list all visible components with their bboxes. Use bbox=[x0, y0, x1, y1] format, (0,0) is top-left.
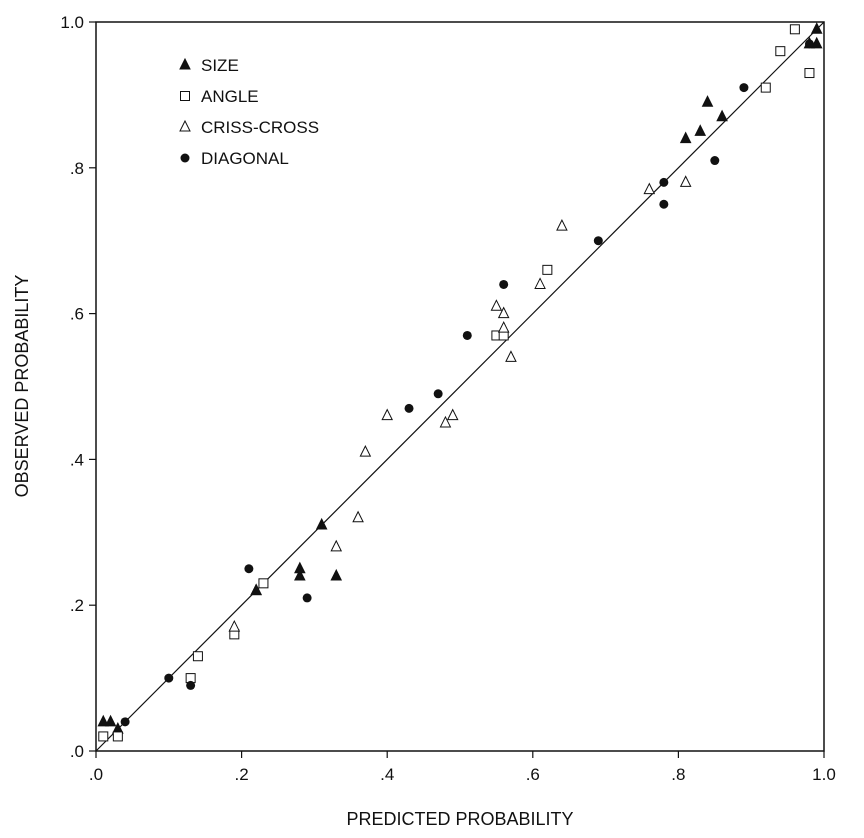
diagonal-point bbox=[244, 564, 254, 574]
size-point bbox=[810, 36, 823, 49]
criss-cross-point bbox=[556, 219, 568, 231]
size-point bbox=[810, 22, 823, 34]
criss-cross-point bbox=[490, 299, 503, 311]
diagonal-point bbox=[739, 83, 749, 93]
x-axis-title: PREDICTED PROBABILITY bbox=[346, 809, 573, 829]
criss-cross-point bbox=[643, 182, 656, 195]
angle-point bbox=[192, 651, 203, 662]
diagonal-point bbox=[462, 330, 472, 340]
criss-cross-point bbox=[679, 175, 692, 187]
legend-criss-cross-label: CRISS-CROSS bbox=[201, 118, 319, 137]
diagonal-point bbox=[659, 199, 669, 209]
angle-point bbox=[112, 731, 123, 742]
x-axis-ticks: .0 .2 .4 .6 .8 1.0 bbox=[89, 751, 836, 784]
legend-angle-marker bbox=[180, 91, 190, 101]
diagonal-point bbox=[710, 156, 720, 166]
size-point bbox=[97, 714, 110, 727]
plot-frame bbox=[95, 21, 825, 752]
diagonal-point bbox=[164, 673, 174, 683]
size-point bbox=[716, 109, 728, 122]
y-tick-label: .2 bbox=[70, 596, 84, 615]
reference-line-y-equals-x bbox=[95, 21, 825, 752]
size-point bbox=[679, 131, 692, 144]
y-tick-label: 1.0 bbox=[60, 13, 84, 32]
size-point bbox=[694, 124, 707, 136]
criss-cross-point bbox=[446, 408, 459, 421]
criss-cross-point bbox=[330, 539, 343, 552]
legend-angle-label: ANGLE bbox=[201, 87, 259, 106]
x-tick-label: 1.0 bbox=[812, 765, 836, 784]
diagonal-point bbox=[593, 236, 603, 246]
y-axis-ticks: .0 .2 .4 .6 .8 1.0 bbox=[60, 13, 96, 761]
size-point bbox=[104, 714, 117, 727]
size-point bbox=[330, 568, 343, 581]
size-point bbox=[250, 583, 262, 596]
y-axis-title: OBSERVED PROBABILITY bbox=[12, 275, 32, 498]
diagonal-point bbox=[302, 593, 312, 603]
criss-cross-point bbox=[352, 510, 364, 523]
criss-cross-point bbox=[505, 350, 517, 362]
angle-point bbox=[775, 46, 786, 57]
angle-point bbox=[804, 68, 815, 79]
size-point bbox=[294, 561, 306, 574]
x-tick-label: .0 bbox=[89, 765, 103, 784]
criss-cross-point bbox=[497, 306, 510, 319]
angle-point bbox=[760, 82, 771, 93]
diagonal-point bbox=[433, 389, 443, 399]
criss-cross-point bbox=[381, 408, 394, 421]
criss-cross-point bbox=[359, 444, 372, 457]
diagonal-point bbox=[404, 403, 414, 413]
diagonal-point bbox=[659, 177, 669, 187]
criss-cross-point bbox=[534, 277, 546, 289]
legend-criss-cross-marker bbox=[179, 119, 191, 132]
diagonal-point bbox=[120, 717, 130, 727]
criss-cross-point bbox=[228, 619, 241, 632]
legend-size-label: SIZE bbox=[201, 56, 239, 75]
x-tick-label: .2 bbox=[235, 765, 249, 784]
legend-diagonal-marker bbox=[180, 153, 190, 163]
legend-diagonal-label: DIAGONAL bbox=[201, 149, 289, 168]
size-point bbox=[294, 568, 306, 581]
legend: SIZE ANGLE CRISS-CROSS DIAGONAL bbox=[179, 56, 319, 168]
angle-point bbox=[789, 24, 800, 35]
y-tick-label: .8 bbox=[70, 159, 84, 178]
size-point bbox=[701, 95, 714, 107]
y-tick-label: .6 bbox=[70, 305, 84, 324]
size-point bbox=[315, 517, 328, 530]
diagonal-point bbox=[804, 39, 814, 49]
legend-size-marker bbox=[179, 57, 191, 70]
criss-cross-point bbox=[439, 415, 452, 428]
data-points bbox=[97, 22, 823, 742]
angle-point bbox=[542, 264, 553, 275]
x-tick-label: .6 bbox=[526, 765, 540, 784]
y-tick-label: .0 bbox=[70, 742, 84, 761]
diagonal-point bbox=[186, 680, 196, 690]
y-tick-label: .4 bbox=[70, 450, 84, 469]
angle-point bbox=[258, 578, 269, 589]
angle-point bbox=[98, 731, 109, 742]
x-tick-label: .4 bbox=[380, 765, 394, 784]
x-tick-label: .8 bbox=[671, 765, 685, 784]
criss-cross-point bbox=[497, 321, 510, 333]
diagonal-point bbox=[499, 279, 509, 289]
